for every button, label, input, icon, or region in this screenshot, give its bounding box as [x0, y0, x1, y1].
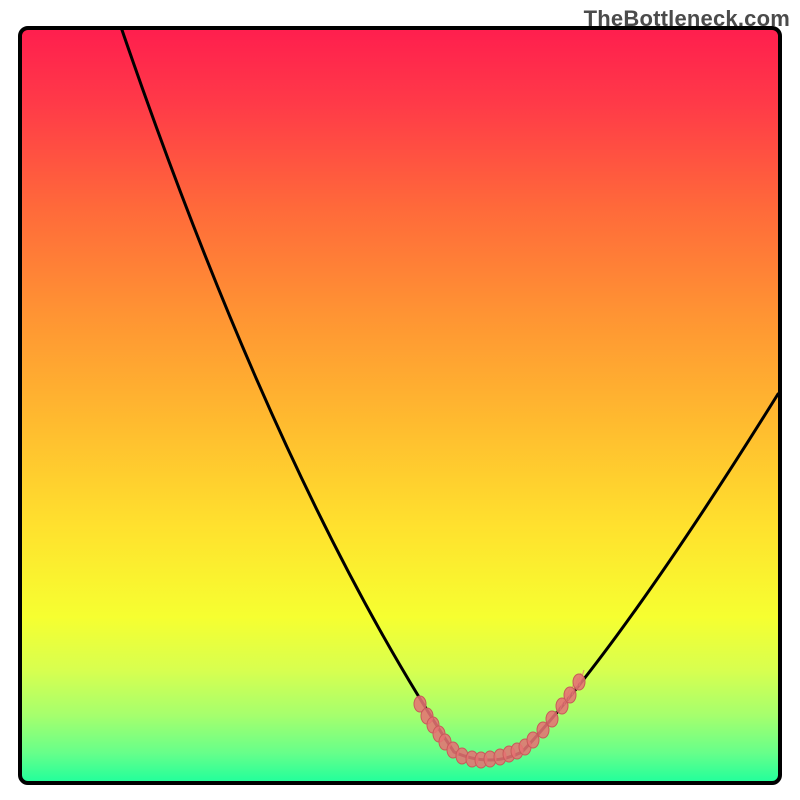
data-marker: [546, 711, 558, 727]
gradient-background: [20, 28, 780, 783]
data-marker: [564, 687, 576, 703]
data-marker: [527, 732, 539, 748]
bottleneck-curve-chart: [0, 0, 800, 800]
chart-container: TheBottleneck.com: [0, 0, 800, 800]
watermark-text: TheBottleneck.com: [584, 6, 790, 32]
data-marker: [573, 674, 585, 690]
